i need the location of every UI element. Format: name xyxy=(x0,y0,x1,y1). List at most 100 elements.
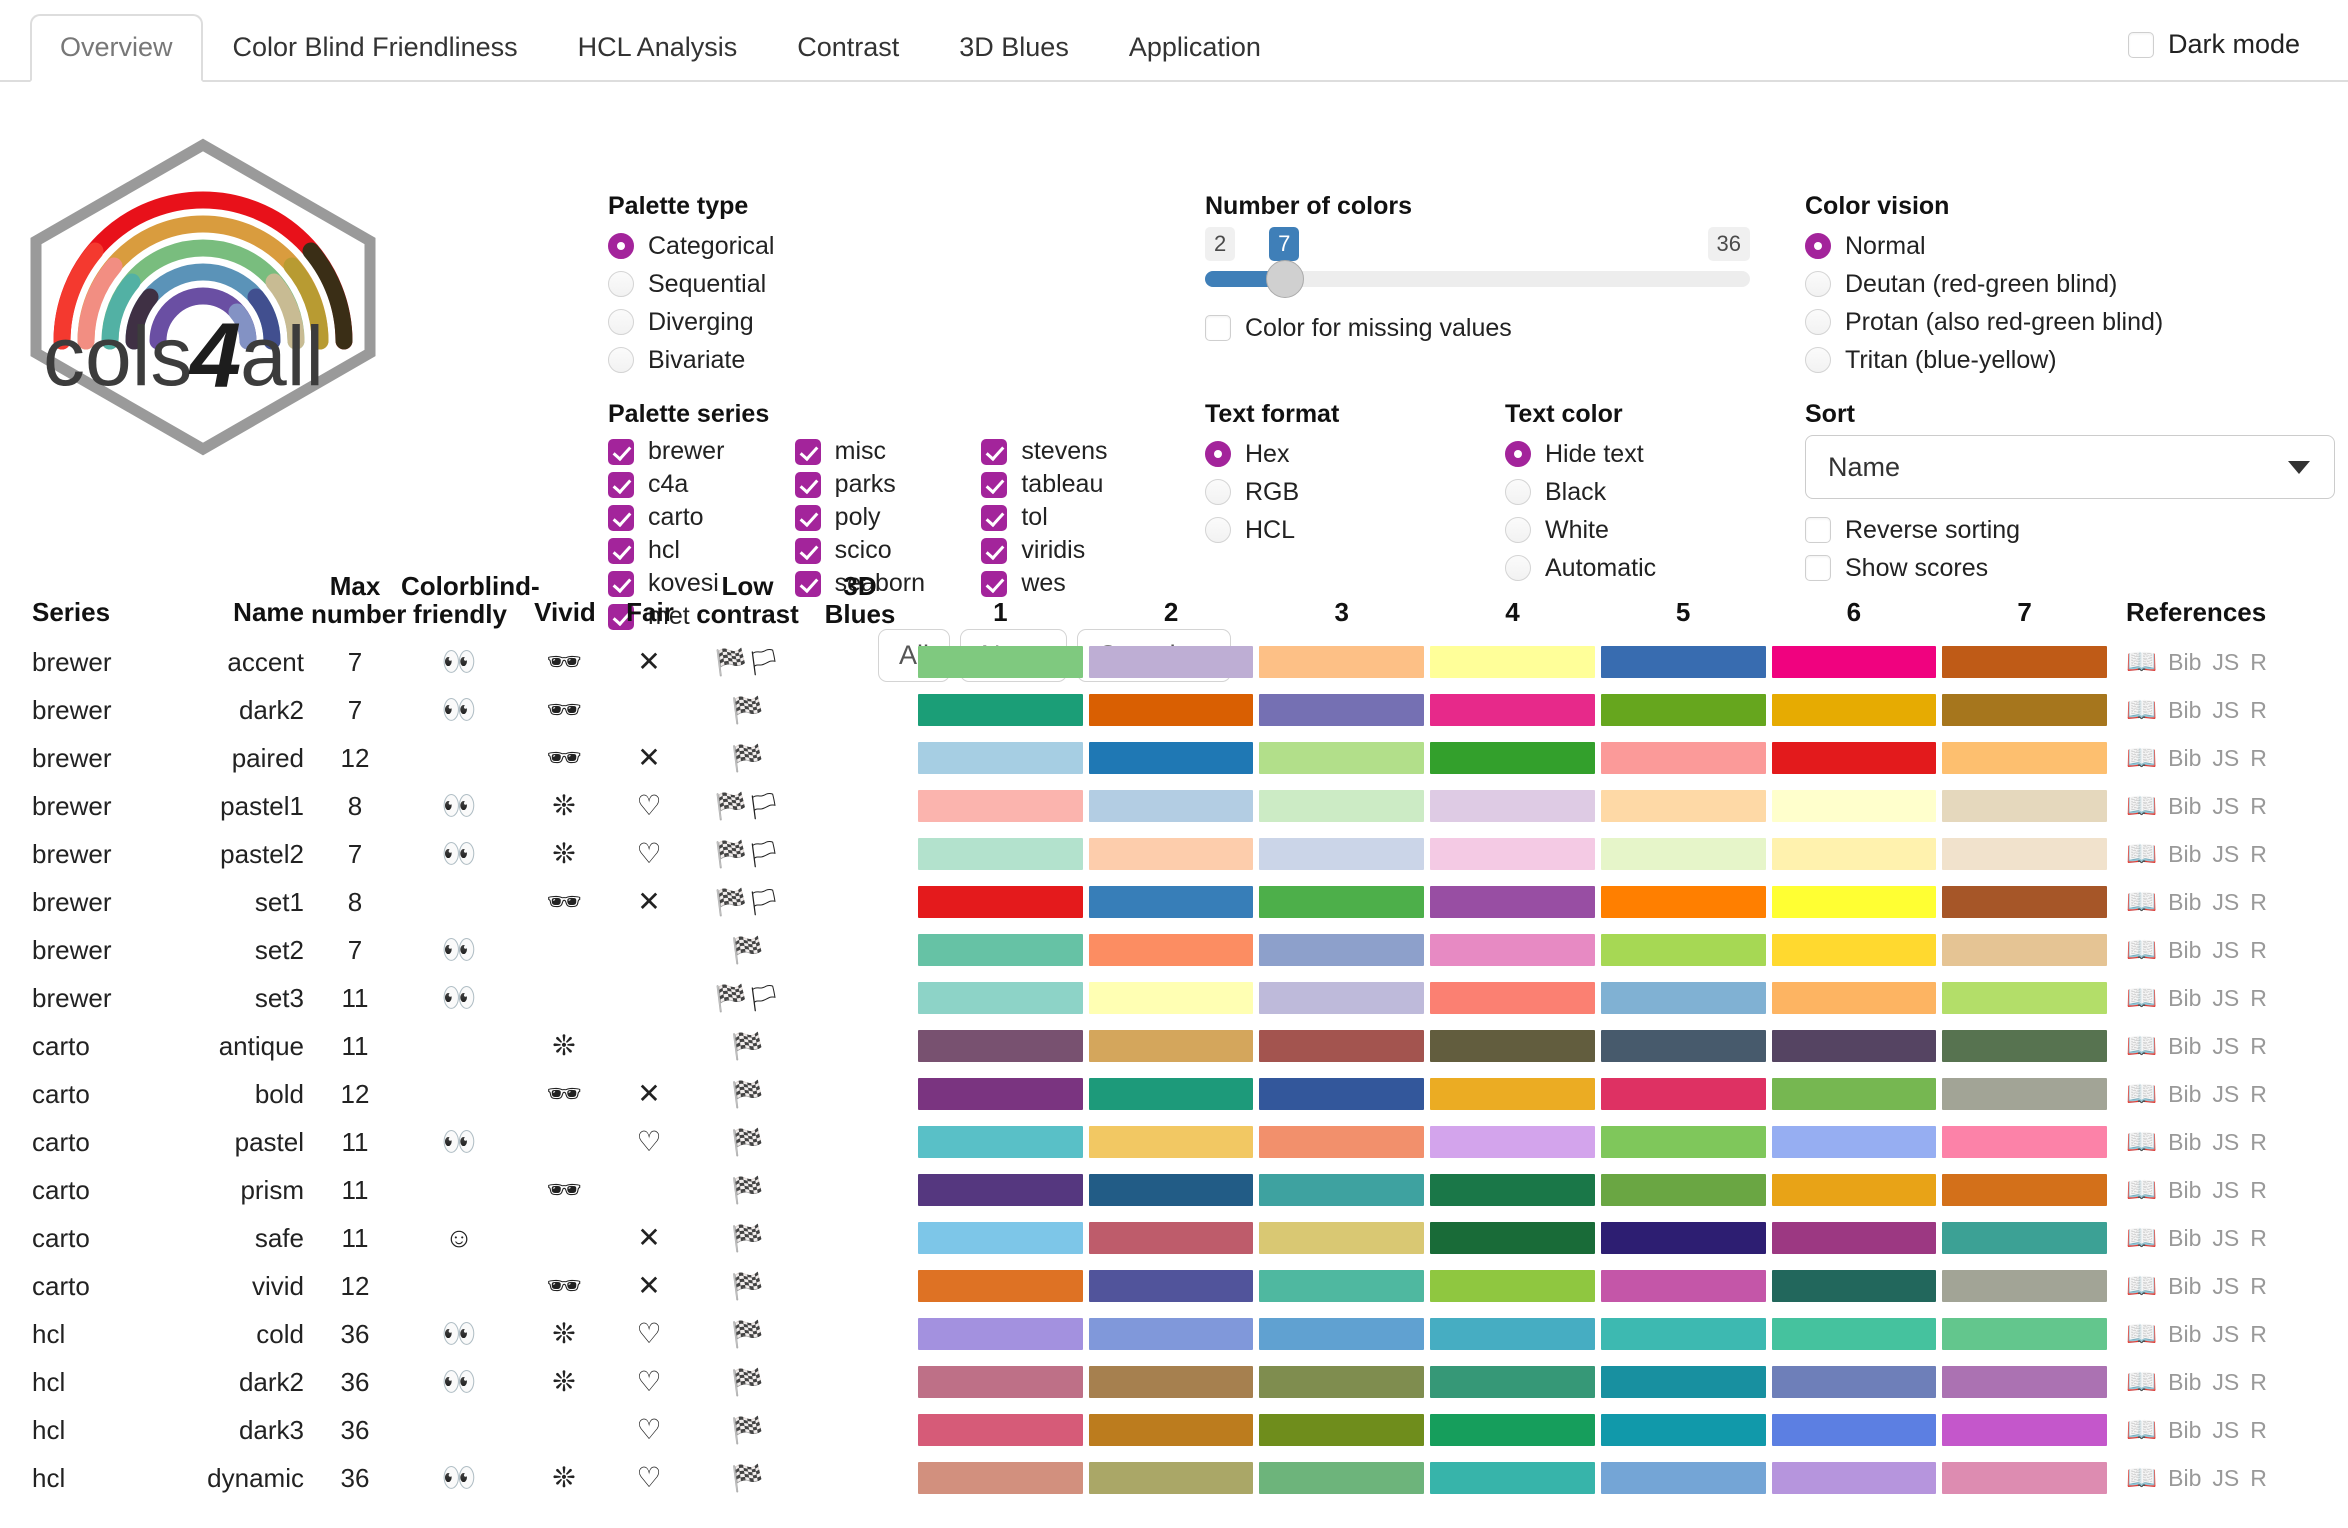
cell-color-swatch[interactable] xyxy=(1086,926,1257,974)
palette-type-option-sequential[interactable]: Sequential xyxy=(608,265,828,303)
r-link[interactable]: R xyxy=(2250,840,2267,867)
color-swatch[interactable] xyxy=(1600,790,1766,823)
series-checkbox-hcl[interactable]: hcl xyxy=(608,534,795,567)
text-color-option-hide[interactable]: Hide text xyxy=(1505,435,1725,473)
js-link[interactable]: JS xyxy=(2212,936,2240,963)
color-swatch[interactable] xyxy=(1088,1222,1254,1255)
cell-color-swatch[interactable] xyxy=(1769,1118,1940,1166)
cell-color-swatch[interactable] xyxy=(915,878,1086,926)
color-swatch[interactable] xyxy=(1088,1126,1254,1159)
reverse-sorting-row[interactable]: Reverse sorting xyxy=(1805,511,2335,549)
cell-color-swatch[interactable] xyxy=(915,1406,1086,1454)
series-checkbox-misc[interactable]: misc xyxy=(794,435,982,468)
color-swatch[interactable] xyxy=(1600,934,1766,967)
color-swatch[interactable] xyxy=(1088,1366,1254,1399)
cell-color-swatch[interactable] xyxy=(915,1022,1086,1070)
js-link[interactable]: JS xyxy=(2212,1128,2240,1155)
color-swatch[interactable] xyxy=(1771,1174,1937,1207)
color-swatch[interactable] xyxy=(1259,1222,1425,1255)
cell-color-swatch[interactable] xyxy=(1427,1358,1598,1406)
cell-color-swatch[interactable] xyxy=(915,1262,1086,1310)
cell-color-swatch[interactable] xyxy=(1939,782,2110,830)
table-row[interactable]: hcl dark2 36 👀 ❊ ♡ 🏁 📖 Bib JS R xyxy=(0,1358,2348,1406)
cell-color-swatch[interactable] xyxy=(1598,1310,1769,1358)
js-link[interactable]: JS xyxy=(2212,744,2240,771)
cell-color-swatch[interactable] xyxy=(1256,1358,1427,1406)
cell-color-swatch[interactable] xyxy=(1939,1214,2110,1262)
color-swatch[interactable] xyxy=(1771,1366,1937,1399)
checkbox-icon[interactable] xyxy=(608,570,634,597)
cell-color-swatch[interactable] xyxy=(1427,1454,1598,1502)
book-icon[interactable]: 📖 xyxy=(2126,1463,2158,1492)
color-vision-option-normal[interactable]: Normal xyxy=(1805,227,2335,265)
cell-color-swatch[interactable] xyxy=(1939,1358,2110,1406)
sort-select[interactable]: Name xyxy=(1805,435,2335,499)
cell-color-swatch[interactable] xyxy=(1769,782,1940,830)
cell-color-swatch[interactable] xyxy=(1598,1454,1769,1502)
color-swatch[interactable] xyxy=(1600,1366,1766,1399)
color-swatch[interactable] xyxy=(1600,646,1766,679)
cell-color-swatch[interactable] xyxy=(1086,878,1257,926)
cell-color-swatch[interactable] xyxy=(1256,638,1427,686)
color-swatch[interactable] xyxy=(1430,1462,1595,1495)
cell-color-swatch[interactable] xyxy=(915,1454,1086,1502)
color-swatch[interactable] xyxy=(918,790,1083,823)
color-swatch[interactable] xyxy=(1771,982,1937,1015)
color-swatch[interactable] xyxy=(1942,1222,2107,1255)
color-swatch[interactable] xyxy=(1430,1318,1595,1351)
book-icon[interactable]: 📖 xyxy=(2126,1367,2158,1396)
color-swatch[interactable] xyxy=(1430,934,1595,967)
color-swatch[interactable] xyxy=(1600,1126,1766,1159)
cell-color-swatch[interactable] xyxy=(1939,1310,2110,1358)
text-format-option-hex[interactable]: Hex xyxy=(1205,435,1395,473)
series-checkbox-kovesi[interactable]: kovesi xyxy=(608,567,795,600)
series-checkbox-carto[interactable]: carto xyxy=(608,501,795,534)
r-link[interactable]: R xyxy=(2250,696,2267,723)
cell-color-swatch[interactable] xyxy=(1427,926,1598,974)
dark-mode-checkbox[interactable] xyxy=(2127,31,2154,58)
color-swatch[interactable] xyxy=(918,886,1083,919)
color-swatch[interactable] xyxy=(918,694,1083,727)
cell-color-swatch[interactable] xyxy=(1939,1406,2110,1454)
cell-color-swatch[interactable] xyxy=(1256,926,1427,974)
cell-color-swatch[interactable] xyxy=(1939,638,2110,686)
bib-link[interactable]: Bib xyxy=(2168,984,2202,1011)
r-link[interactable]: R xyxy=(2250,936,2267,963)
color-swatch[interactable] xyxy=(1259,1078,1425,1111)
cell-color-swatch[interactable] xyxy=(1086,686,1257,734)
cell-color-swatch[interactable] xyxy=(1427,878,1598,926)
cell-color-swatch[interactable] xyxy=(915,1118,1086,1166)
series-checkbox-viridis[interactable]: viridis xyxy=(981,534,1168,567)
js-link[interactable]: JS xyxy=(2212,1416,2240,1443)
color-swatch[interactable] xyxy=(1088,982,1254,1015)
tab-hcl-analysis[interactable]: HCL Analysis xyxy=(577,32,738,62)
color-swatch[interactable] xyxy=(1600,742,1766,775)
color-swatch[interactable] xyxy=(1771,1270,1937,1303)
color-swatch[interactable] xyxy=(1771,1078,1937,1111)
cell-color-swatch[interactable] xyxy=(915,1358,1086,1406)
reverse-sorting-checkbox[interactable] xyxy=(1805,517,1831,543)
cell-color-swatch[interactable] xyxy=(1769,638,1940,686)
color-swatch[interactable] xyxy=(1942,790,2107,823)
cell-color-swatch[interactable] xyxy=(1769,1454,1940,1502)
color-swatch[interactable] xyxy=(1771,1462,1937,1495)
color-swatch[interactable] xyxy=(1942,694,2107,727)
color-swatch[interactable] xyxy=(1942,646,2107,679)
cell-color-swatch[interactable] xyxy=(1256,782,1427,830)
cell-color-swatch[interactable] xyxy=(1427,638,1598,686)
color-swatch[interactable] xyxy=(1430,1366,1595,1399)
cell-color-swatch[interactable] xyxy=(1086,1022,1257,1070)
color-swatch[interactable] xyxy=(918,1270,1083,1303)
cell-color-swatch[interactable] xyxy=(1256,686,1427,734)
color-swatch[interactable] xyxy=(1259,790,1425,823)
checkbox-icon[interactable] xyxy=(981,438,1008,465)
checkbox-icon[interactable] xyxy=(794,438,821,465)
cell-color-swatch[interactable] xyxy=(1086,1454,1257,1502)
radio-icon[interactable] xyxy=(1205,517,1231,543)
color-swatch[interactable] xyxy=(1088,1030,1254,1063)
tab-application[interactable]: Application xyxy=(1128,32,1261,62)
cell-color-swatch[interactable] xyxy=(1769,1166,1940,1214)
color-swatch[interactable] xyxy=(1771,1222,1937,1255)
cell-color-swatch[interactable] xyxy=(1598,1070,1769,1118)
palette-type-option-diverging[interactable]: Diverging xyxy=(608,303,828,341)
